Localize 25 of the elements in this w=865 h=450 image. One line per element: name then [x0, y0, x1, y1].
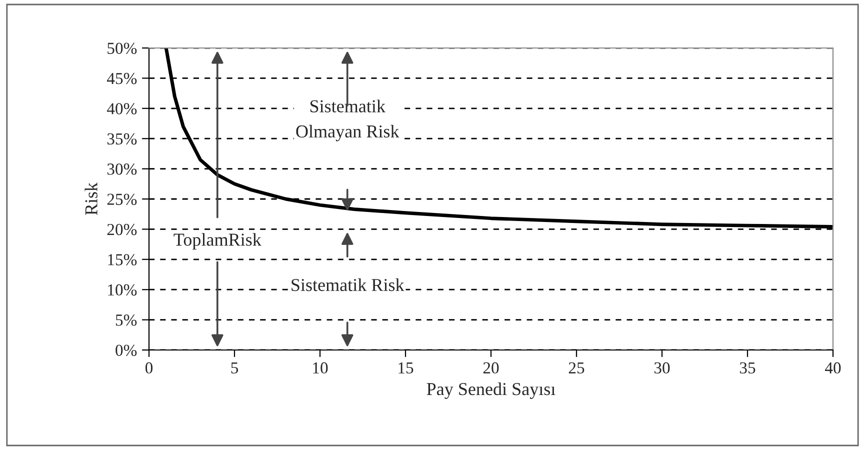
y-tick-label: 50% — [108, 42, 137, 54]
annotation: Sistematik Risk — [292, 278, 404, 292]
x-tick-label: 0 — [145, 362, 153, 374]
x-tick-label: 35 — [740, 362, 756, 374]
annotation: ToplamRisk — [174, 233, 262, 250]
x-tick-label: 15 — [398, 362, 414, 374]
y-tick-label: 15% — [108, 254, 137, 266]
y-tick-label: 35% — [107, 133, 137, 145]
x-tick-label: 10 — [313, 362, 328, 374]
y-tick-label: 30% — [107, 164, 137, 175]
x-tick-label: 25 — [568, 362, 584, 374]
x-tick-label: 30 — [654, 362, 670, 374]
y-tick-label: 25% — [107, 194, 137, 205]
y-axis-title: Risk — [84, 182, 98, 216]
y-tick-label: 10% — [108, 284, 137, 296]
y-tick-label: 5% — [116, 314, 137, 326]
y-tick-label: 40% — [106, 103, 137, 114]
y-tick-label: 0% — [116, 344, 137, 356]
x-tick-label: 20 — [483, 362, 499, 374]
x-tick-label: 5 — [231, 362, 238, 374]
annotation: Sistematik Olmayan Risk — [296, 100, 400, 142]
x-axis-title: Pay Senedi Sayısı — [426, 382, 556, 399]
y-tick-label: 20% — [107, 224, 137, 236]
x-tick-label: 40 — [824, 362, 841, 374]
y-tick-label: 45% — [106, 72, 137, 84]
